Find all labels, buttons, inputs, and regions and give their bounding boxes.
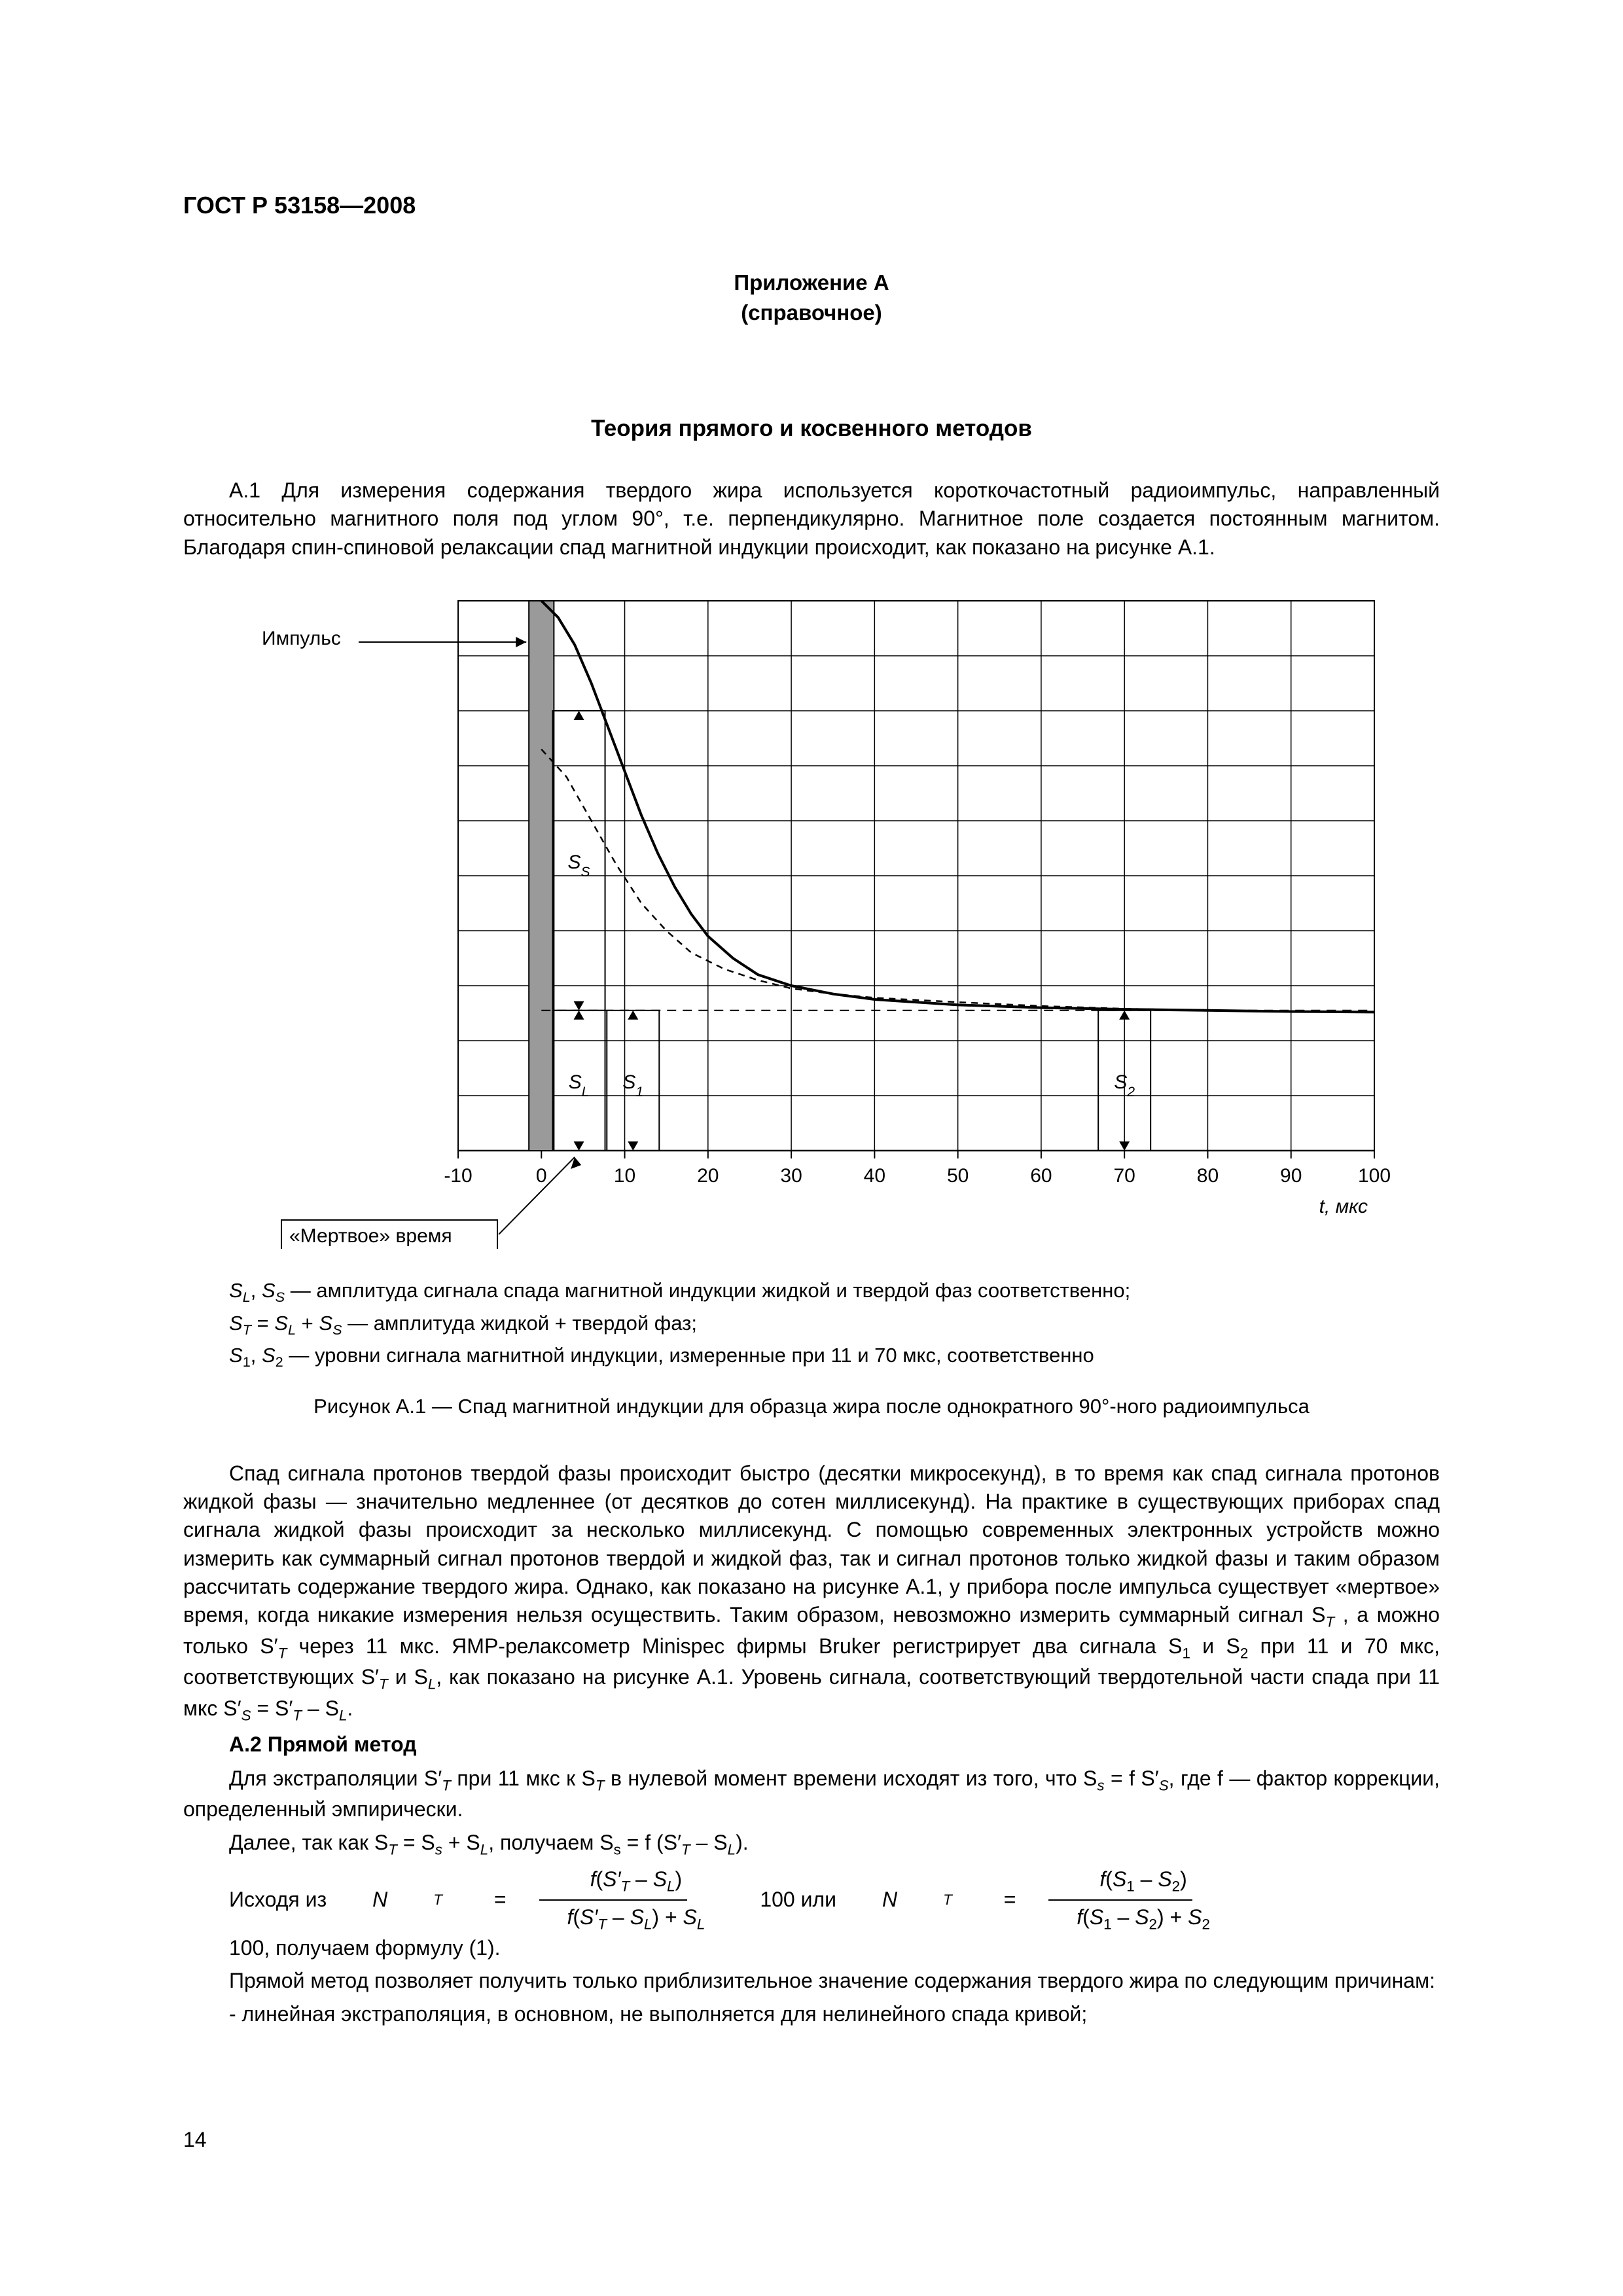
- svg-text:10: 10: [614, 1165, 635, 1187]
- svg-text:SS: SS: [568, 852, 590, 880]
- svg-text:70: 70: [1113, 1165, 1135, 1187]
- body-p2: Для экстраполяции S′T при 11 мкс к ST в …: [183, 1765, 1440, 1824]
- svg-text:90: 90: [1280, 1165, 1302, 1187]
- appendix-label: Приложение А: [734, 270, 889, 295]
- legend-line-3: S1, S2 — уровни сигнала магнитной индукц…: [183, 1340, 1440, 1373]
- decay-chart: -10 0 10 20 30 40 50 60 70 80 90 100 t, мкс Импульс «М…: [183, 581, 1440, 1249]
- svg-text:60: 60: [1030, 1165, 1052, 1187]
- heading-a2: А.2 Прямой метод: [183, 1731, 1440, 1759]
- figure-a1: -10 0 10 20 30 40 50 60 70 80 90 100 t, мкс Импульс «М…: [183, 581, 1440, 1256]
- body-p3: Далее, так как ST = Ss + SL, получаем Ss…: [183, 1829, 1440, 1860]
- svg-text:SL: SL: [569, 1071, 590, 1100]
- figure-caption: Рисунок А.1 — Спад магнитной индукции дл…: [183, 1393, 1440, 1420]
- svg-text:-10: -10: [444, 1165, 472, 1187]
- svg-text:0: 0: [536, 1165, 547, 1187]
- body-p1: Спад сигнала протонов твердой фазы проис…: [183, 1460, 1440, 1725]
- intro-paragraph: А.1 Для измерения содержания твердого жи…: [183, 476, 1440, 562]
- figure-legend: SL, SS — амплитуда сигнала спада магнитн…: [183, 1276, 1440, 1373]
- svg-text:80: 80: [1197, 1165, 1219, 1187]
- svg-text:100: 100: [1358, 1165, 1391, 1187]
- body-p5: Прямой метод позволяет получить только п…: [183, 1967, 1440, 1995]
- legend-line-1: SL, SS — амплитуда сигнала спада магнитн…: [183, 1276, 1440, 1308]
- svg-text:«Мертвое» время: «Мертвое» время: [289, 1225, 452, 1247]
- svg-text:20: 20: [697, 1165, 719, 1187]
- body-p6: - линейная экстраполяция, в основном, не…: [183, 2000, 1440, 2028]
- svg-text:50: 50: [947, 1165, 969, 1187]
- page-number: 14: [183, 2128, 207, 2152]
- svg-text:t, мкс: t, мкс: [1319, 1196, 1368, 1217]
- svg-text:Импульс: Импульс: [262, 628, 341, 649]
- section-title: Теория прямого и косвенного методов: [183, 413, 1440, 444]
- appendix-heading: Приложение А (справочное): [183, 268, 1440, 328]
- doc-id: ГОСТ Р 53158—2008: [183, 190, 1440, 222]
- legend-line-2: ST = SL + SS — амплитуда жидкой + твердо…: [183, 1308, 1440, 1341]
- body-p4-formula: Исходя из NT = f(S′T – SL) f(S′T – SL) +…: [183, 1865, 1440, 1962]
- appendix-type: (справочное): [741, 300, 882, 325]
- svg-text:40: 40: [864, 1165, 885, 1187]
- svg-text:S1: S1: [622, 1071, 643, 1100]
- svg-text:30: 30: [780, 1165, 802, 1187]
